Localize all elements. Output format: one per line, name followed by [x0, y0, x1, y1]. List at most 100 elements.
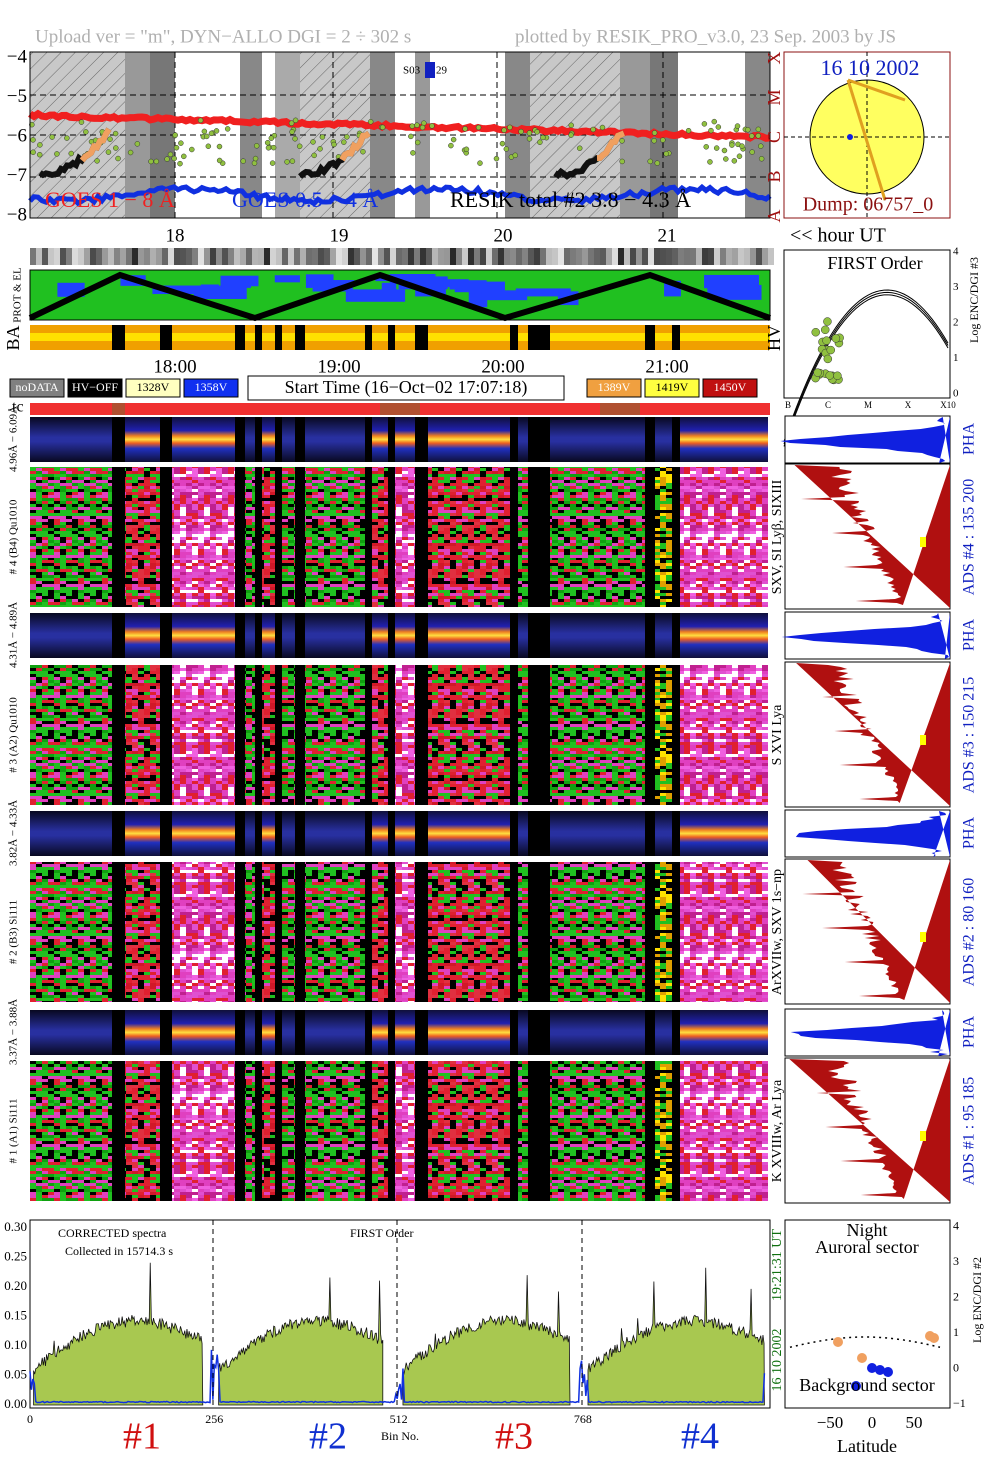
prot-blue — [481, 290, 528, 301]
pha-segment — [680, 1010, 768, 1055]
pointer — [847, 78, 906, 102]
resik-point — [310, 139, 316, 145]
spectro-segment — [428, 467, 510, 607]
pha-segment — [262, 1010, 275, 1055]
pha-segment — [125, 417, 160, 462]
intensity-strip — [132, 248, 138, 265]
resik-point — [68, 150, 74, 157]
resik-point — [167, 151, 174, 158]
resik-point — [713, 145, 720, 151]
flare-hot — [596, 130, 626, 162]
vertical-label: SXV, SI Lyβ, SIXIII — [770, 479, 785, 594]
spectro-segment — [428, 665, 510, 805]
resik-point — [54, 151, 60, 157]
intensity-strip — [156, 248, 162, 265]
intensity-strip — [84, 248, 90, 265]
prot-blue — [707, 284, 762, 300]
spectro-segment — [372, 862, 388, 1002]
intensity-strip — [396, 248, 402, 265]
intensity-strip — [252, 248, 258, 265]
spectro-segment — [655, 862, 672, 1002]
resik-point — [518, 128, 524, 135]
intensity-strip — [738, 248, 744, 265]
label: noDATA — [15, 380, 58, 394]
resik-point — [701, 121, 708, 127]
resik-point — [749, 149, 755, 155]
ads-profile — [802, 860, 950, 1003]
label: RESIK total #2 3.8 − 4.3 Å — [450, 187, 691, 212]
intensity-strip — [618, 248, 624, 265]
intensity-strip — [216, 248, 222, 265]
intensity-strip — [498, 248, 504, 265]
model-curve — [783, 294, 949, 447]
resik-point — [619, 158, 625, 165]
resik-point — [127, 149, 134, 156]
spectro-segment — [125, 665, 160, 805]
resik-point — [201, 128, 208, 135]
resik-point — [758, 155, 765, 162]
label: 0 — [953, 1360, 959, 1374]
intensity-strip — [168, 248, 174, 265]
resik-point — [462, 126, 468, 132]
intensity-strip — [456, 248, 462, 265]
intensity-strip — [258, 248, 264, 265]
resik-point — [83, 129, 89, 135]
spectro-segment — [518, 467, 528, 607]
intensity-strip — [702, 248, 708, 265]
pha-segment — [372, 1010, 388, 1055]
resik-point — [463, 146, 470, 153]
pha-segment — [125, 811, 160, 856]
label: 4 — [953, 1218, 959, 1232]
pha-segment — [282, 613, 295, 658]
label: 18 — [166, 225, 185, 246]
resik-point — [685, 127, 692, 134]
tc-dark — [112, 403, 125, 415]
resik-point — [189, 146, 195, 153]
pha-profile — [790, 1010, 950, 1056]
intensity-strip — [300, 248, 306, 265]
first-order-point — [811, 327, 820, 337]
label: CORRECTED spectra — [58, 1226, 167, 1240]
pha-segment — [372, 613, 388, 658]
resik-point — [203, 133, 210, 140]
resik-point — [703, 144, 709, 150]
resik-point — [112, 130, 119, 137]
intensity-strip — [540, 248, 546, 265]
intensity-strip — [54, 248, 60, 265]
pha-segment — [245, 417, 255, 462]
pha-segment — [518, 613, 528, 658]
prot-blue — [704, 274, 759, 289]
label: 3 — [953, 281, 959, 293]
pha-profile — [780, 417, 950, 463]
spectro-segment — [245, 862, 255, 1002]
resik-point — [181, 153, 187, 160]
label: Collected in 15714.3 s — [65, 1244, 173, 1258]
intensity-strip — [474, 248, 480, 265]
intensity-strip — [726, 248, 732, 265]
resik-point — [734, 123, 741, 129]
resik-point — [197, 117, 204, 124]
resik-point — [493, 155, 500, 162]
first-order-point — [813, 368, 822, 377]
intensity-strip — [690, 248, 696, 265]
ba-gap — [275, 325, 282, 350]
resik-point — [252, 155, 259, 162]
intensity-strip — [186, 248, 192, 265]
intensity-strip — [102, 248, 108, 265]
spectro-segment — [550, 467, 645, 607]
intensity-strip — [750, 248, 756, 265]
spectro-segment — [172, 1061, 235, 1201]
vertical-label: # 4 (B4) Qu1010 — [8, 499, 20, 574]
spectro-segment — [395, 665, 415, 805]
resik-point — [647, 158, 653, 165]
label: 1328V — [137, 380, 170, 394]
vertical-label: BA — [3, 325, 23, 350]
resik-point — [379, 124, 386, 131]
spectro-segment — [518, 665, 528, 805]
spectro-segment — [282, 467, 295, 607]
vertical-label: ADS #2 : 80 160 — [961, 878, 978, 986]
resik-point — [269, 160, 276, 166]
ba-gap — [112, 325, 125, 350]
resik-point — [216, 157, 223, 164]
intensity-strip — [246, 248, 252, 265]
